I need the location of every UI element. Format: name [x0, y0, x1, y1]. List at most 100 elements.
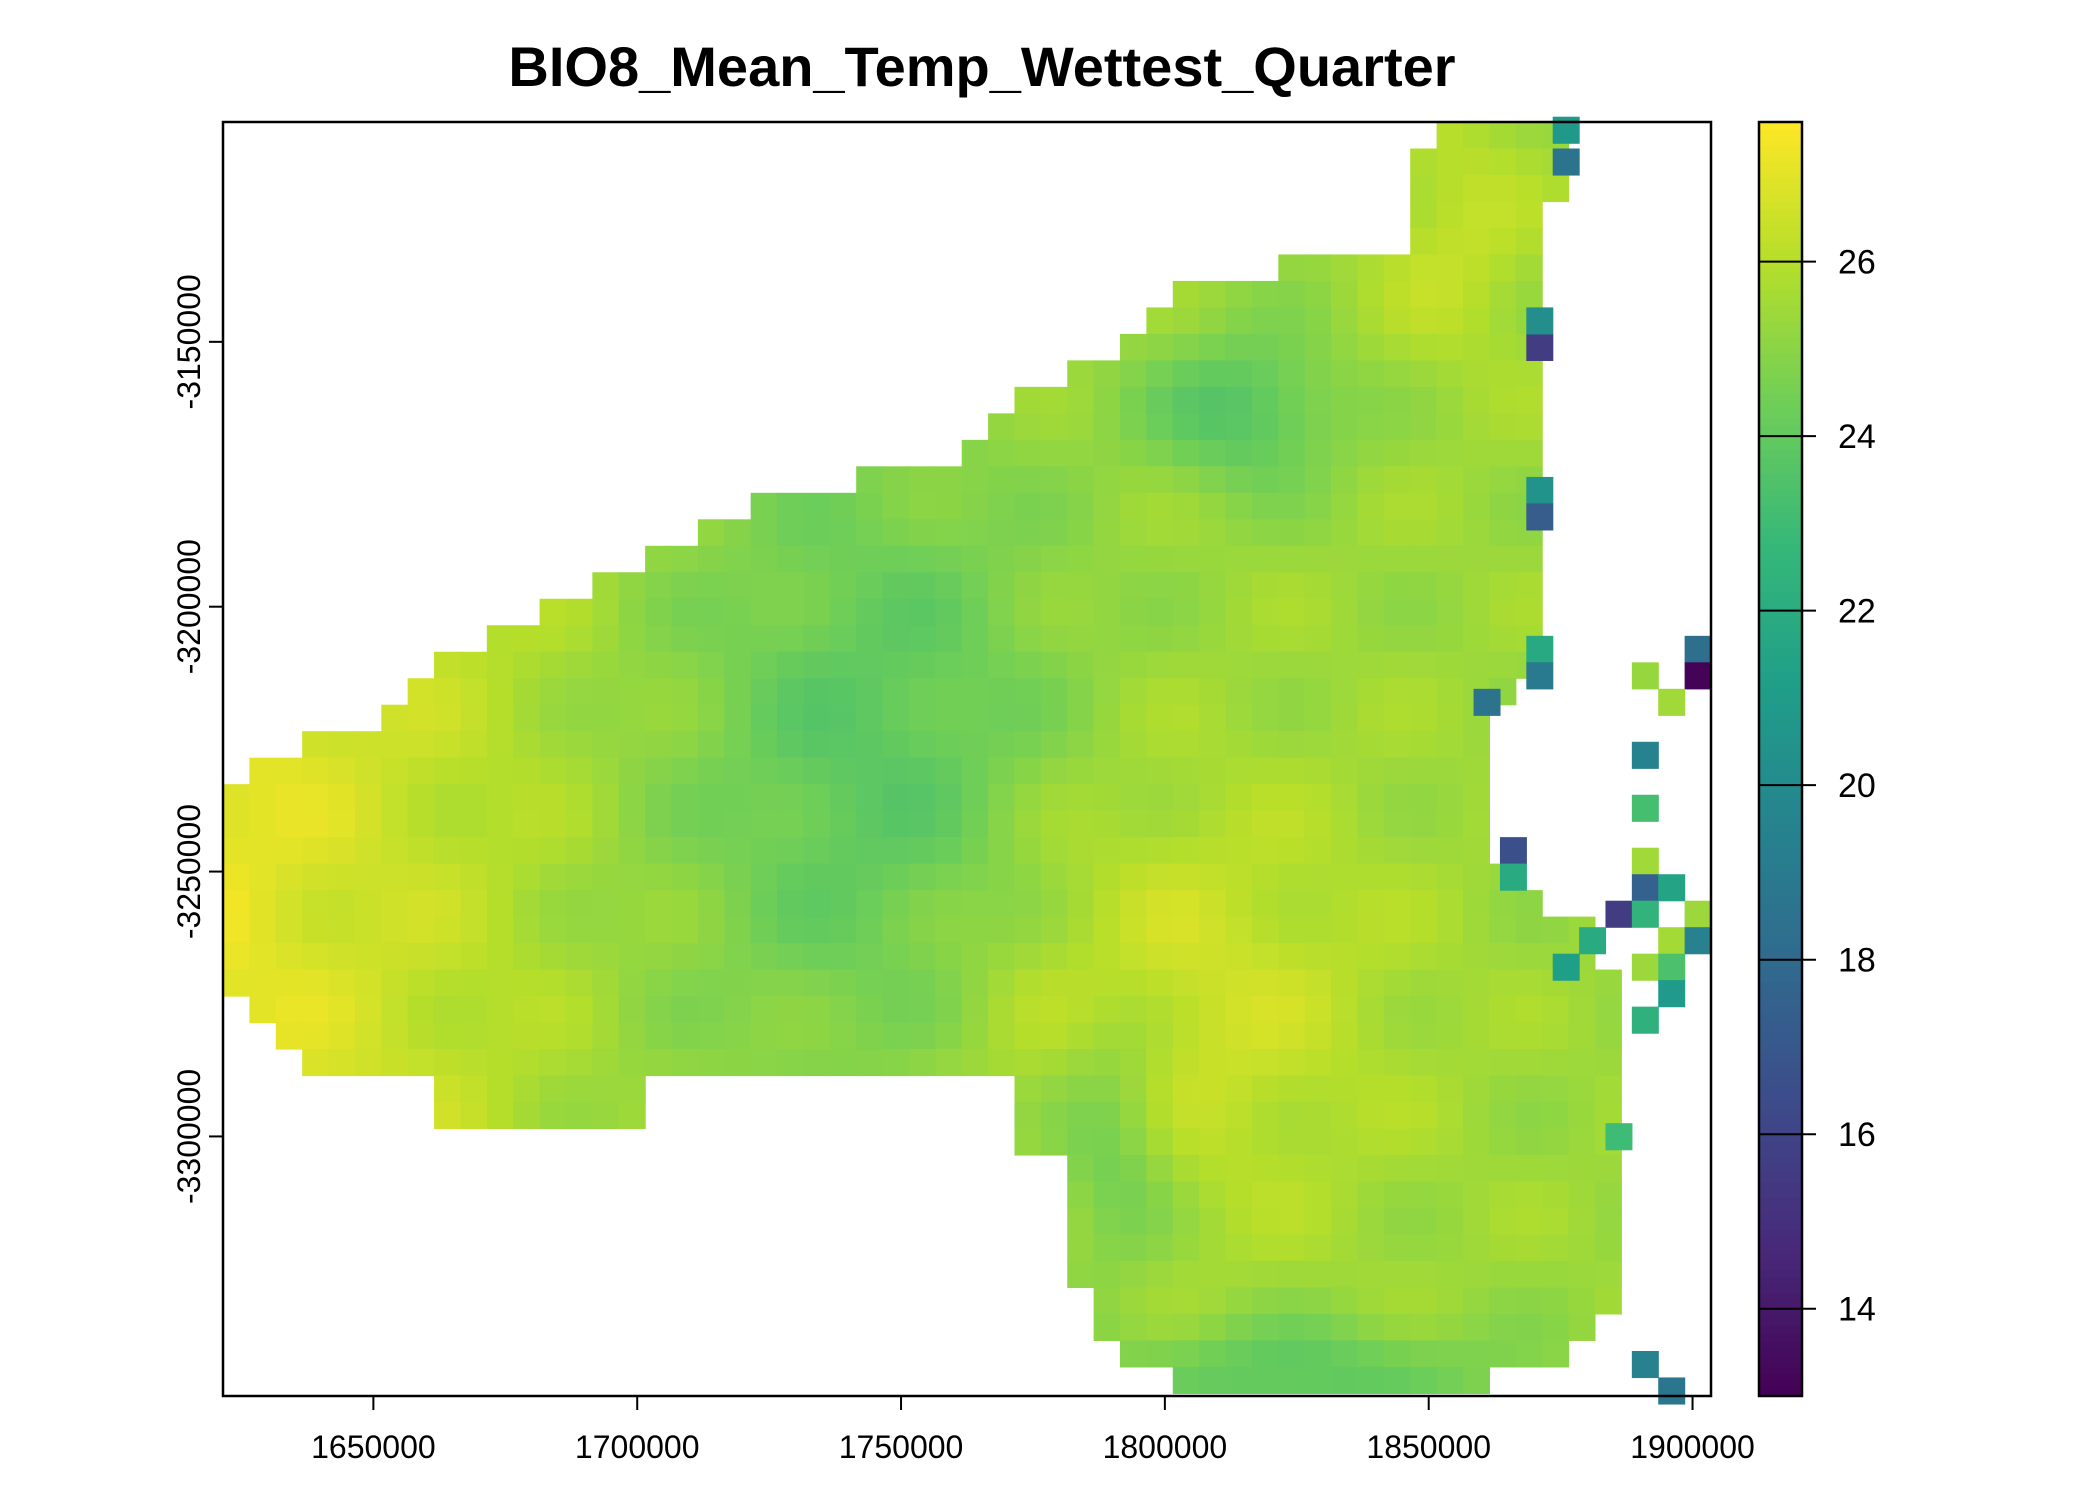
raster-cell-1189: [1304, 1075, 1332, 1103]
raster-cell-698: [1093, 810, 1121, 838]
raster-cell-206: [1199, 492, 1227, 520]
raster-cell-1133: [645, 1049, 673, 1077]
raster-cell-986: [803, 969, 831, 997]
raster-cell-831: [777, 890, 805, 918]
raster-cell-93: [1357, 360, 1385, 388]
raster-cell-973: [460, 969, 488, 997]
raster-cell-477: [1357, 678, 1385, 706]
raster-cell-1342: [1146, 1260, 1174, 1289]
raster-cell-789: [961, 863, 989, 891]
colorbar-band-27: [1759, 1173, 1802, 1182]
raster-cell-1000: [1172, 969, 1200, 997]
colorbar-band-13: [1759, 1284, 1802, 1294]
raster-cell-629: [539, 784, 567, 812]
raster-cell-1385: [1225, 1313, 1253, 1341]
raster-cell-614: [1410, 757, 1438, 785]
raster-cell-82: [1067, 360, 1095, 388]
raster-cell-363: [592, 625, 620, 653]
raster-cell-268: [1093, 545, 1121, 573]
raster-cell-1419: [1251, 1366, 1279, 1394]
raster-cell-568: [1436, 731, 1464, 759]
raster-cell-1398: [1568, 1313, 1596, 1341]
raster-cell-1284: [1278, 1181, 1306, 1209]
raster-cell-267: [1067, 545, 1095, 573]
raster-cell-392: [1357, 625, 1385, 653]
raster-cell-1197: [1515, 1075, 1543, 1103]
raster-cell-988: [856, 969, 884, 997]
raster-cell-178: [1251, 466, 1279, 494]
raster-cell-935: [829, 943, 857, 971]
raster-cell-579: [486, 757, 514, 785]
colorbar-band-69: [1759, 838, 1802, 848]
raster-cell-330: [777, 598, 805, 626]
raster-cell-521: [1383, 704, 1411, 732]
raster-cell-601: [1067, 757, 1095, 785]
raster-cell-336: [935, 598, 963, 626]
raster-cell-576: [407, 757, 435, 785]
raster-cell-667: [275, 810, 303, 838]
raster-cell-1033: [671, 996, 699, 1024]
raster-cell-592: [829, 757, 857, 785]
raster-cell-436: [1410, 651, 1438, 679]
raster-cell-546: [856, 731, 884, 759]
raster-cell-1016: [1594, 969, 1622, 997]
raster-cell-1412: [1463, 1340, 1490, 1368]
raster-cell-37: [1172, 280, 1200, 309]
raster-cell-1413: [1489, 1340, 1517, 1368]
raster-cell-730: [671, 837, 699, 865]
raster-cell-790: [988, 863, 1016, 891]
colorbar-band-117: [1759, 456, 1802, 466]
raster-cell-116: [1436, 386, 1464, 414]
colorbar-band-107: [1759, 536, 1802, 545]
raster-cell-622: [354, 784, 382, 812]
raster-cell-extra-5: [1526, 503, 1554, 531]
raster-cell-1298: [1093, 1207, 1121, 1236]
raster-cell-513: [1172, 704, 1200, 732]
raster-cell-599: [1014, 757, 1042, 785]
raster-cell-974: [486, 969, 514, 997]
raster-cell-241: [1278, 519, 1306, 547]
raster-cell-424: [1093, 651, 1121, 679]
raster-cell-1392: [1410, 1313, 1438, 1341]
colorbar-band-86: [1759, 703, 1802, 713]
raster-cell-1094: [935, 1022, 963, 1050]
raster-cell-830: [750, 890, 778, 918]
colorbar-band-74: [1759, 798, 1802, 808]
colorbar-band-5: [1759, 1348, 1802, 1357]
raster-cell-26: [1515, 227, 1543, 256]
raster-cell-385: [1172, 625, 1200, 653]
raster-cell-645: [961, 784, 989, 812]
raster-cell-642: [882, 784, 910, 812]
raster-cell-1400: [1146, 1340, 1174, 1368]
colorbar-band-72: [1759, 814, 1802, 824]
raster-cell-129: [1225, 413, 1253, 441]
raster-cell-1131: [592, 1049, 620, 1077]
raster-cell-1125: [434, 1049, 462, 1077]
raster-cell-919: [407, 943, 435, 971]
raster-cell-997: [1093, 969, 1121, 997]
colorbar-tick-label-5: 24: [1838, 418, 1876, 456]
raster-cell-184: [1410, 466, 1438, 494]
raster-cell-1177: [618, 1075, 646, 1103]
raster-cell-905: [1410, 916, 1438, 944]
raster-cell-845: [1146, 890, 1174, 918]
colorbar-band-82: [1759, 735, 1802, 744]
raster-cell-1239: [1199, 1128, 1227, 1156]
raster-cell-131: [1278, 413, 1306, 441]
raster-cell-extra-2: [1526, 333, 1554, 361]
raster-cell-1227: [1489, 1102, 1517, 1130]
raster-cell-1018: [275, 996, 303, 1024]
raster-cell-362: [565, 625, 593, 653]
raster-cell-746: [1093, 837, 1121, 865]
raster-cell-734: [777, 837, 805, 865]
raster-cell-975: [513, 969, 541, 997]
raster-cell-176: [1199, 466, 1227, 494]
colorbar-tick-label-6: 26: [1838, 244, 1876, 282]
colorbar-band-65: [1759, 870, 1802, 880]
raster-cell-287: [645, 572, 673, 600]
raster-cell-1181: [1093, 1075, 1121, 1103]
raster-cell-738: [882, 837, 910, 865]
raster-cell-1305: [1278, 1207, 1306, 1236]
raster-cell-412: [777, 651, 805, 679]
raster-cell-462: [961, 678, 989, 706]
